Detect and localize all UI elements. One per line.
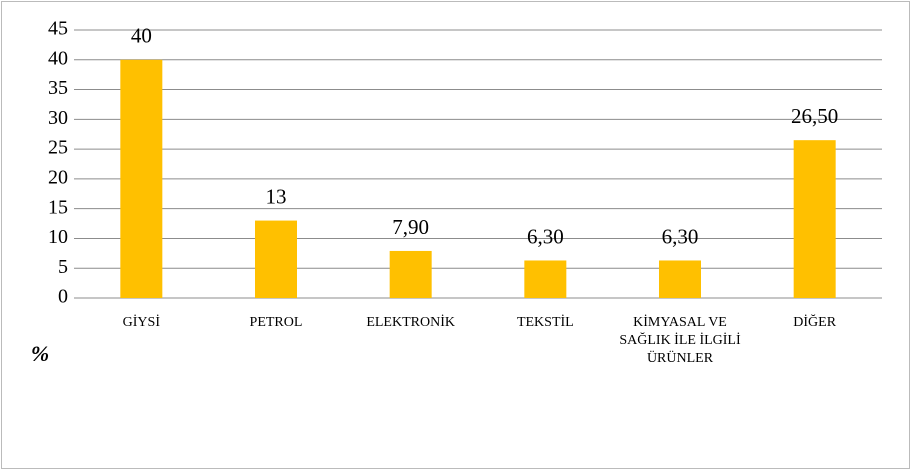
y-tick-label: 35	[48, 77, 68, 99]
bar	[255, 220, 297, 298]
data-label: 7,90	[392, 215, 429, 239]
data-label: 6,30	[527, 224, 564, 248]
y-tick-label: 30	[48, 107, 68, 129]
x-tick-label: KİMYASAL VE SAĞLIK İLE İLGİLİ ÜRÜNLER	[619, 315, 741, 366]
bar	[524, 260, 567, 298]
x-tick-label: TEKSTİL	[516, 315, 574, 330]
x-tick-label: ELEKTRONİK	[366, 315, 455, 330]
y-tick-label: 15	[48, 196, 68, 218]
y-tick-label: 5	[58, 256, 68, 278]
y-tick-label: 20	[48, 166, 68, 188]
bar	[659, 260, 701, 298]
y-tick-label: 0	[58, 286, 68, 308]
y-tick-label: 10	[48, 226, 68, 248]
data-label: 6,30	[662, 224, 699, 248]
y-tick-label: 45	[48, 18, 68, 40]
bar	[389, 250, 432, 298]
data-label: 40	[131, 24, 152, 48]
x-tick-label: GİYSİ	[122, 315, 160, 330]
bar	[793, 140, 836, 298]
data-label: 26,50	[791, 104, 838, 128]
y-axis-label: %	[31, 341, 49, 366]
y-tick-label: 40	[48, 47, 68, 69]
bar	[120, 59, 163, 299]
data-label: 13	[266, 184, 287, 208]
y-tick-label: 25	[48, 137, 68, 159]
x-tick-label: DİĞER	[793, 315, 837, 330]
x-tick-label: PETROL	[249, 315, 303, 330]
